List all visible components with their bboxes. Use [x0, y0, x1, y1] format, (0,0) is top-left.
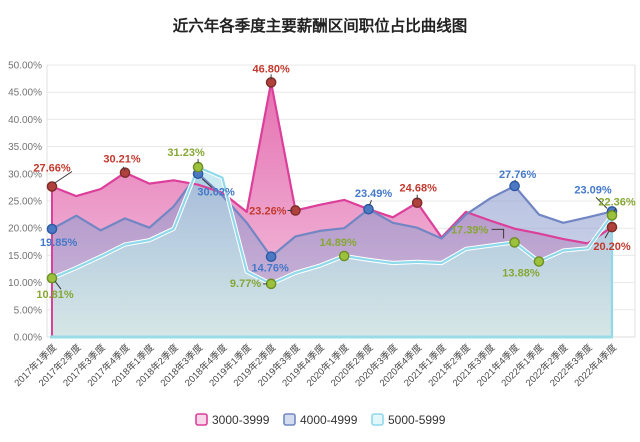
legend-item-4000-4999[interactable]: 4000-4999 — [283, 413, 358, 427]
marker-4000-4999 — [363, 203, 374, 215]
marker-5000-5999 — [338, 250, 350, 262]
data-label-4000-4999: 19.85% — [40, 237, 78, 249]
legend-item-label: 3000-3999 — [212, 413, 270, 427]
label-leader-line — [122, 166, 126, 171]
y-axis-tick-label: 5.00% — [14, 305, 42, 316]
data-label-3000-3999: 46.80% — [252, 63, 290, 75]
y-axis-tick-label: 25.00% — [8, 197, 42, 208]
data-label-5000-5999: 9.77% — [230, 278, 261, 290]
marker-5000-5999 — [533, 256, 545, 267]
chart-title: 近六年各季度主要薪酬区间职位占比曲线图 — [173, 16, 468, 35]
data-label-5000-5999: 14.89% — [320, 237, 358, 249]
x-axis: 2017年1季度2017年2季度2017年3季度2017年4季度2018年1季度… — [12, 341, 620, 389]
marker-4000-4999 — [509, 180, 520, 192]
legend-item-label: 4000-4999 — [300, 413, 358, 427]
y-axis-tick-label: 15.00% — [8, 251, 42, 262]
legend-swatch-icon — [283, 413, 296, 426]
marker-5000-5999 — [606, 210, 618, 221]
marker-3000-3999 — [606, 221, 618, 233]
data-label-4000-4999: 23.49% — [355, 188, 393, 200]
y-axis-tick-label: 45.00% — [8, 88, 42, 99]
marker-5000-5999 — [509, 237, 520, 248]
marker-4000-4999 — [265, 251, 277, 263]
label-leader-line — [53, 171, 73, 184]
label-leader-line — [54, 280, 62, 290]
area-5000-5999 — [52, 167, 612, 337]
marker-layer — [46, 77, 618, 290]
y-axis-tick-label: 35.00% — [8, 142, 42, 153]
label-leader-line — [201, 178, 213, 189]
marker-3000-3999 — [119, 167, 131, 178]
label-leader-line — [369, 200, 372, 206]
label-leader-line — [514, 179, 516, 182]
legend-item-label: 5000-5999 — [388, 413, 446, 427]
legend-swatch-icon — [371, 413, 384, 426]
data-label-3000-3999: 23.26% — [249, 205, 287, 217]
data-label-5000-5999: 31.23% — [167, 147, 205, 159]
data-label-3000-3999: 27.66% — [33, 163, 71, 175]
data-label-5000-5999: 17.39% — [451, 224, 489, 236]
label-leader-line — [604, 230, 610, 239]
data-label-4000-4999: 23.09% — [574, 184, 612, 196]
data-label-4000-4999: 27.76% — [499, 169, 537, 181]
data-label-3000-3999: 24.68% — [400, 183, 438, 195]
area-layer — [52, 82, 612, 338]
y-axis-tick-label: 40.00% — [8, 115, 42, 126]
data-label-layer: 27.66% 30.21% 46.80% 23.26% 24.68% 20.20% 19.8… — [33, 63, 636, 301]
y-axis-tick-label: 50.00% — [8, 61, 42, 72]
y-axis-tick-label: 0.00% — [14, 333, 42, 344]
line-3000-3999 — [50, 81, 614, 245]
marker-5000-5999 — [265, 278, 277, 290]
legend: 3000-3999 4000-4999 5000-5999 — [195, 413, 446, 427]
y-axis-tick-label: 20.00% — [8, 224, 42, 235]
data-label-5000-5999: 13.88% — [502, 267, 540, 279]
legend-item-5000-5999[interactable]: 5000-5999 — [371, 413, 446, 427]
marker-3000-3999 — [46, 181, 58, 192]
data-label-5000-5999: 22.36% — [598, 196, 636, 208]
label-leader-line — [595, 197, 608, 209]
data-label-3000-3999: 20.20% — [593, 241, 631, 253]
legend-swatch-icon — [195, 413, 208, 426]
label-leader-line — [491, 228, 505, 239]
marker-4000-4999 — [46, 223, 58, 235]
marker-5000-5999 — [192, 161, 204, 173]
y-axis-tick-label: 30.00% — [8, 169, 42, 180]
line-4000-4999 — [50, 172, 614, 258]
data-label-5000-5999: 10.81% — [36, 289, 74, 301]
label-leader-line — [613, 208, 617, 212]
y-axis-tick-label: 10.00% — [8, 278, 42, 289]
data-label-4000-4999: 30.02% — [197, 187, 235, 199]
marker-5000-5999 — [46, 272, 58, 284]
data-label-3000-3999: 30.21% — [103, 154, 141, 166]
data-label-4000-4999: 14.76% — [251, 263, 289, 275]
legend-item-3000-3999[interactable]: 3000-3999 — [195, 413, 270, 427]
